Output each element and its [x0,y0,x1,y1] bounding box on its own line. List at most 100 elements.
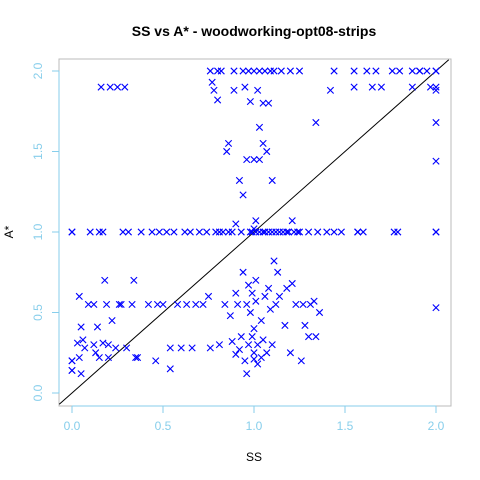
data-point [250,355,258,363]
data-points [68,67,440,378]
data-point [305,228,313,236]
data-point [237,333,245,341]
data-point [377,83,385,91]
data-point [113,83,122,91]
x-axis-labels: 0.0 0.5 1.0 1.5 2.0 [64,419,445,433]
data-point [181,228,189,236]
data-point [261,292,269,300]
data-point [121,83,129,91]
data-point [294,228,302,236]
data-point [68,228,76,236]
data-point [95,228,103,236]
data-point [228,228,236,236]
data-point [305,333,313,341]
y-axis-labels: 0.0 0.5 1.0 1.5 2.0 [31,62,45,401]
x-tick-label: 1.5 [337,419,354,433]
data-point [254,360,262,368]
data-point [68,357,76,365]
data-point [224,139,233,148]
data-point [166,365,174,373]
data-point [132,353,140,362]
data-point [275,228,284,236]
data-point [423,67,431,75]
data-point [148,228,156,236]
data-point [266,67,274,75]
data-point [295,67,304,75]
x-axis-title: SS [246,450,262,464]
data-point [163,228,171,236]
data-point [283,228,291,236]
data-point [246,308,254,317]
data-point [173,300,182,309]
data-point [248,289,256,297]
y-tick-label: 0.0 [31,384,45,401]
data-point [432,304,440,312]
data-point [264,228,273,236]
data-point [230,86,238,94]
data-point [330,67,338,75]
data-point [323,228,331,236]
data-point [117,300,125,309]
data-point [210,86,218,94]
data-point [232,220,240,228]
data-point [372,67,380,75]
data-point [432,86,440,94]
data-point [215,341,224,349]
x-tick-label: 1.0 [246,419,263,433]
data-point [81,344,89,352]
data-point [99,228,107,236]
data-point [252,217,260,225]
data-point [86,228,94,236]
data-point [350,67,358,75]
data-point [286,349,294,357]
data-point [432,118,440,127]
data-point [243,370,251,378]
data-point [130,276,138,284]
data-point [203,228,211,236]
data-point [252,297,260,305]
data-point [295,228,304,236]
data-point [288,279,296,288]
data-point [199,300,207,309]
data-point [137,228,145,236]
data-point [75,353,83,362]
data-point [93,323,102,331]
data-point [106,83,114,91]
data-point [315,308,324,317]
data-point [153,300,162,309]
data-point [186,228,194,236]
data-point [281,321,289,329]
y-tick-label: 1.0 [31,223,45,240]
data-point [68,366,76,375]
data-point [254,86,262,94]
data-point [237,228,245,236]
data-point [214,67,222,75]
data-point [246,98,254,106]
data-point [264,284,273,292]
data-point [259,139,267,148]
data-point [104,341,112,349]
x-tick-label: 0.5 [155,419,172,433]
data-point [155,228,163,236]
data-point [337,228,345,236]
data-point [270,257,278,265]
data-point [232,289,240,297]
data-point [288,217,296,225]
data-point [250,325,258,333]
data-point [228,337,236,346]
data-point [188,344,196,352]
data-point [432,83,440,91]
data-point [272,300,280,309]
data-point [263,147,271,156]
data-point [268,176,276,185]
data-point [312,333,320,341]
chart-title: SS vs A* - woodworking-opt08-strips [132,23,377,39]
data-point [363,67,371,75]
data-point [159,300,167,309]
data-point [301,321,309,329]
data-point [255,228,264,236]
data-point [394,228,402,236]
data-point [90,341,98,349]
data-point [77,323,85,331]
